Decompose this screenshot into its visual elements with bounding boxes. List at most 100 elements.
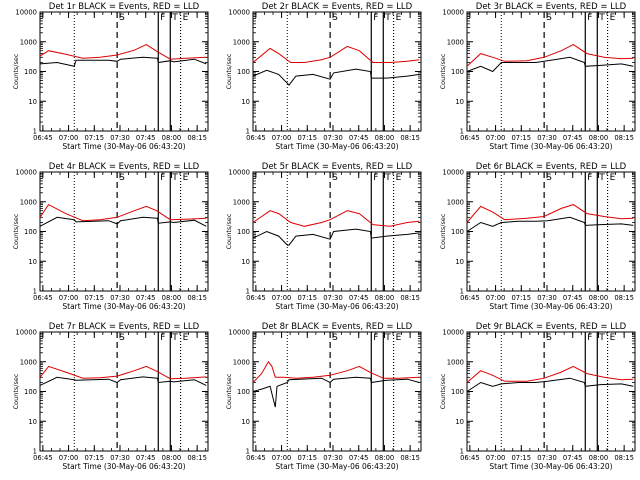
series-line-lld <box>39 44 207 60</box>
y-tick-label: 100 <box>451 68 464 76</box>
plot-frame <box>466 171 636 292</box>
x-axis-label: Start Time (30-May-06 06:43:20) <box>489 142 612 151</box>
y-tick-label: 10000 <box>442 9 464 17</box>
event-marker-label: F <box>160 333 165 343</box>
y-tick-label: 1000 <box>233 38 250 46</box>
y-tick-label: 100 <box>24 68 37 76</box>
x-tick-label: 08:15 <box>187 454 207 462</box>
x-axis-label: Start Time (30-May-06 06:43:20) <box>62 142 185 151</box>
x-tick-label: 07:15 <box>84 294 104 302</box>
y-tick-label: 10000 <box>442 329 464 337</box>
x-tick-label: 07:45 <box>563 134 583 142</box>
x-tick-label: 07:00 <box>486 454 506 462</box>
y-axis-label: Counts/sec <box>225 373 233 409</box>
x-tick-label: 06:45 <box>460 454 480 462</box>
y-tick-label: 10 <box>28 418 37 426</box>
x-tick-label: 07:45 <box>136 134 156 142</box>
y-tick-label: 10 <box>241 258 250 266</box>
event-marker-label: S <box>332 173 338 183</box>
y-tick-label: 100 <box>24 388 37 396</box>
x-tick-label: 08:15 <box>614 454 634 462</box>
event-marker-label: S <box>332 333 338 343</box>
series-line-lld <box>466 365 634 383</box>
y-tick-label: 100 <box>24 228 37 236</box>
event-marker-label: T <box>598 13 605 23</box>
plot-frame <box>252 331 422 452</box>
x-tick-label: 08:00 <box>375 294 395 302</box>
y-tick-label: 1 <box>246 288 250 296</box>
y-axis-label: Counts/sec <box>12 53 20 89</box>
series-line-lld <box>39 203 207 222</box>
y-axis-label: Counts/sec <box>225 213 233 249</box>
event-marker-label: F <box>587 13 592 23</box>
x-axis-label: Start Time (30-May-06 06:43:20) <box>489 462 612 471</box>
plot-frame <box>39 331 209 452</box>
y-tick-label: 10000 <box>15 9 37 17</box>
x-tick-label: 06:45 <box>246 134 266 142</box>
y-tick-label: 1 <box>460 288 464 296</box>
panel-title: Det 6r BLACK = Events, RED = LLD <box>476 162 627 172</box>
y-tick-label: 1000 <box>20 198 37 206</box>
x-tick-label: 07:15 <box>297 134 317 142</box>
event-marker-label: S <box>119 13 125 23</box>
y-tick-label: 1000 <box>233 198 250 206</box>
x-tick-label: 08:00 <box>589 454 609 462</box>
x-tick-label: 07:30 <box>110 294 130 302</box>
panel-2: Det 2r BLACK = Events, RED = LLD 1 10 100 10… <box>225 2 422 151</box>
series-line-events <box>252 68 420 86</box>
x-tick-label: 06:45 <box>246 454 266 462</box>
x-tick-label: 08:00 <box>589 134 609 142</box>
x-tick-label: 07:45 <box>136 454 156 462</box>
y-tick-label: 100 <box>237 68 250 76</box>
y-tick-label: 1000 <box>447 198 464 206</box>
x-tick-label: 07:30 <box>323 454 343 462</box>
event-marker-label: E <box>183 13 189 23</box>
y-axis-label: Counts/sec <box>12 213 20 249</box>
y-axis-label: Counts/sec <box>225 53 233 89</box>
y-tick-label: 1 <box>33 288 37 296</box>
event-marker-label: E <box>610 173 616 183</box>
x-tick-label: 08:15 <box>400 294 420 302</box>
event-marker-label: E <box>396 333 402 343</box>
series-line-events <box>39 56 207 67</box>
panel-6: Det 6r BLACK = Events, RED = LLD 1 10 100 10… <box>439 162 636 311</box>
x-tick-label: 08:15 <box>187 134 207 142</box>
y-tick-label: 10 <box>455 258 464 266</box>
x-tick-label: 08:00 <box>162 134 182 142</box>
y-tick-label: 10 <box>241 98 250 106</box>
event-marker-label: T <box>171 13 178 23</box>
y-tick-label: 100 <box>451 228 464 236</box>
y-tick-label: 1000 <box>447 38 464 46</box>
series-line-events <box>466 377 634 392</box>
x-tick-label: 06:45 <box>460 294 480 302</box>
y-tick-label: 10000 <box>228 9 250 17</box>
panel-title: Det 7r BLACK = Events, RED = LLD <box>49 322 200 332</box>
event-marker-label: T <box>384 13 391 23</box>
x-tick-label: 07:15 <box>511 294 531 302</box>
x-tick-label: 08:00 <box>375 454 395 462</box>
x-tick-label: 07:30 <box>537 454 557 462</box>
y-tick-label: 1 <box>246 128 250 136</box>
panel-title: Det 8r BLACK = Events, RED = LLD <box>262 322 413 332</box>
panel-5: Det 5r BLACK = Events, RED = LLD 1 10 100 10… <box>225 162 422 311</box>
x-tick-label: 07:30 <box>110 454 130 462</box>
y-tick-label: 10000 <box>15 329 37 337</box>
x-tick-label: 06:45 <box>33 134 53 142</box>
series-line-events <box>39 216 207 227</box>
series-line-events <box>252 228 420 246</box>
y-tick-label: 100 <box>237 388 250 396</box>
x-tick-label: 06:45 <box>246 294 266 302</box>
event-marker-label: T <box>384 333 391 343</box>
x-tick-label: 06:45 <box>33 454 53 462</box>
panel-title: Det 2r BLACK = Events, RED = LLD <box>262 2 413 12</box>
y-tick-label: 10 <box>241 418 250 426</box>
series-line-lld <box>466 204 634 223</box>
series-line-lld <box>39 365 207 380</box>
panel-title: Det 9r BLACK = Events, RED = LLD <box>476 322 627 332</box>
x-tick-label: 07:45 <box>349 294 369 302</box>
event-marker-label: F <box>160 173 165 183</box>
y-tick-label: 10000 <box>228 329 250 337</box>
event-marker-label: F <box>587 333 592 343</box>
x-tick-label: 08:15 <box>400 134 420 142</box>
y-tick-label: 10000 <box>228 169 250 177</box>
